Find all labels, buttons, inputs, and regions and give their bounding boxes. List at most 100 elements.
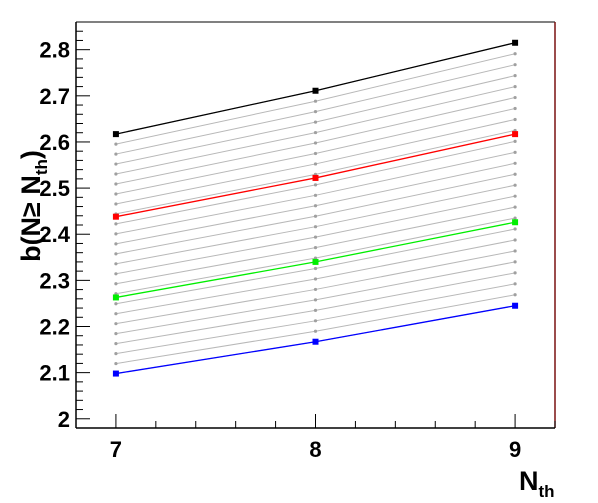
- background-series-point: [513, 205, 517, 209]
- background-series-point: [114, 182, 118, 186]
- background-series-point: [313, 256, 318, 260]
- background-series-point: [513, 227, 517, 231]
- background-series-point: [114, 232, 118, 236]
- background-series-point: [513, 95, 517, 100]
- background-series-line: [115, 228, 516, 305]
- background-series-point: [513, 74, 517, 78]
- background-series-point: [313, 225, 318, 229]
- highlighted-series-group: [112, 39, 519, 377]
- background-series-point: [313, 130, 318, 135]
- x-axis-title: Nth: [519, 466, 555, 501]
- y-tick-label: 2.2: [39, 315, 70, 340]
- background-series-point: [313, 266, 318, 271]
- background-series-point: [313, 329, 318, 333]
- background-series-point: [313, 319, 318, 323]
- series-point: [512, 219, 519, 226]
- series-point: [112, 213, 119, 220]
- background-series-point: [513, 106, 517, 111]
- y-axis: 2 2.1 2.2 2.3 2.4 2.5 2.6 2.7 2.8: [39, 21, 90, 432]
- background-series-line: [115, 53, 516, 145]
- background-series-point: [114, 352, 118, 356]
- background-series-point: [114, 202, 118, 206]
- series-point: [112, 370, 119, 377]
- background-series-point: [114, 342, 118, 346]
- y-tick-label: 2.3: [39, 268, 70, 293]
- background-series-point: [114, 142, 118, 146]
- background-series-point: [313, 193, 318, 197]
- background-series-point: [114, 361, 118, 366]
- background-series-line: [115, 294, 516, 365]
- background-series-point: [513, 139, 517, 143]
- background-series-point: [313, 287, 318, 292]
- y-tick-label: 2: [58, 407, 70, 432]
- background-series-point: [114, 242, 118, 246]
- background-series-point: [114, 152, 118, 156]
- background-series-point: [114, 322, 118, 326]
- y-tick-label: 2.1: [39, 361, 70, 386]
- background-series-point: [114, 162, 118, 166]
- background-series-point: [114, 192, 118, 196]
- y-axis-title: b(N≥ Nth): [16, 150, 51, 262]
- series-point: [512, 39, 519, 46]
- background-series-line: [115, 64, 516, 155]
- background-series-point: [313, 110, 318, 114]
- background-series-point: [114, 262, 118, 266]
- y-tick-label: 2.6: [39, 130, 70, 155]
- background-series-point: [313, 99, 318, 103]
- background-series-point: [114, 222, 118, 226]
- background-series-point: [313, 151, 318, 156]
- y-tick-label: 2.7: [39, 84, 70, 109]
- background-series-point: [313, 214, 318, 218]
- background-series-point: [313, 204, 318, 208]
- background-series-point: [313, 235, 318, 239]
- background-series-line: [115, 239, 516, 315]
- background-series-group: [114, 41, 517, 376]
- background-series-point: [513, 63, 517, 67]
- x-tick-label: 9: [509, 437, 521, 462]
- series-point: [512, 302, 519, 309]
- background-series-point: [513, 52, 517, 56]
- background-series-point: [513, 194, 517, 198]
- series-point: [112, 131, 119, 138]
- series-point: [312, 258, 319, 265]
- background-series-point: [513, 172, 517, 176]
- background-series-point: [513, 271, 517, 275]
- background-series-point: [513, 183, 517, 187]
- background-series-point: [114, 272, 118, 276]
- series-point: [312, 87, 319, 94]
- background-series-point: [513, 238, 517, 242]
- background-series-point: [513, 216, 517, 220]
- background-series-point: [513, 260, 517, 264]
- background-series-point: [114, 312, 118, 316]
- y-tick-label: 2.8: [39, 38, 70, 63]
- background-series-point: [313, 277, 318, 281]
- series-point: [512, 131, 519, 138]
- background-series-point: [114, 172, 118, 176]
- y-tick-label: 2.4: [39, 222, 70, 247]
- x-tick-label: 8: [309, 437, 321, 462]
- background-series-point: [313, 120, 318, 124]
- background-series-point: [513, 150, 517, 154]
- series-point: [312, 174, 319, 181]
- series-point: [312, 338, 319, 345]
- background-series-point: [313, 141, 318, 145]
- series-point: [112, 294, 119, 301]
- background-series-point: [313, 298, 318, 302]
- background-series-point: [513, 117, 517, 122]
- background-series-point: [114, 252, 118, 256]
- background-series-point: [513, 249, 517, 253]
- background-series-point: [513, 293, 517, 297]
- background-series-point: [114, 282, 118, 286]
- background-series-point: [114, 302, 118, 306]
- background-series-point: [313, 183, 318, 187]
- background-series-point: [114, 332, 118, 336]
- x-tick-label: 7: [110, 437, 122, 462]
- x-axis: 7 8 9: [75, 414, 556, 462]
- background-series-point: [513, 161, 517, 165]
- background-series-point: [313, 162, 318, 166]
- background-series-point: [313, 246, 318, 250]
- background-series-line: [115, 206, 516, 285]
- background-series-point: [513, 84, 517, 89]
- background-series-line: [115, 217, 516, 295]
